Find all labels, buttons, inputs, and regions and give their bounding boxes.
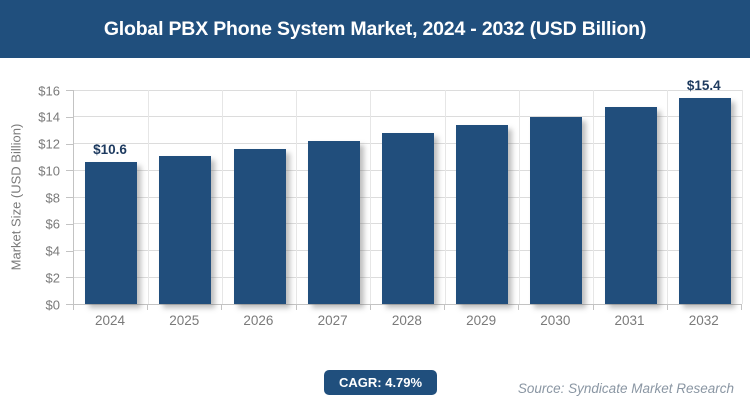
x-tick-label-2030: 2030 xyxy=(540,313,571,328)
bar-2025 xyxy=(159,155,212,304)
plot-area xyxy=(73,89,743,305)
y-tick-label: $6 xyxy=(45,216,60,232)
y-tick-mark xyxy=(66,90,73,91)
x-tick-label-2028: 2028 xyxy=(391,313,422,328)
vertical-gridline xyxy=(221,90,223,304)
bar-2027 xyxy=(307,140,360,304)
horizontal-gridline xyxy=(74,116,742,118)
vertical-gridline xyxy=(370,90,372,304)
vertical-gridline xyxy=(147,90,149,304)
x-tick-label-2027: 2027 xyxy=(317,313,348,328)
x-tick-mark xyxy=(666,305,668,310)
vertical-gridline xyxy=(667,90,669,304)
cagr-badge: CAGR: 4.79% xyxy=(324,370,438,395)
x-tick-mark xyxy=(444,305,446,310)
y-tick-label: $8 xyxy=(45,190,60,205)
x-tick-mark xyxy=(369,305,371,310)
y-tick-label: $2 xyxy=(45,270,60,286)
y-tick-mark xyxy=(66,304,73,305)
y-tick-label: $12 xyxy=(38,136,60,152)
y-tick-mark xyxy=(66,277,73,279)
y-tick-mark xyxy=(66,197,73,198)
bar-2024 xyxy=(85,162,138,304)
y-tick-label: $14 xyxy=(38,109,60,125)
bar-2029 xyxy=(456,124,509,304)
vertical-gridline xyxy=(593,90,595,304)
horizontal-gridline xyxy=(74,89,742,91)
bar-value-label-2024: $10.6 xyxy=(93,142,127,158)
bar-value-label-2032: $15.4 xyxy=(686,78,721,94)
bar-2026 xyxy=(233,148,286,304)
x-tick-label-2024: 2024 xyxy=(94,313,126,328)
chart-title-banner: Global PBX Phone System Market, 2024 - 2… xyxy=(0,0,750,58)
x-tick-mark xyxy=(741,305,742,310)
chart-title: Global PBX Phone System Market, 2024 - 2… xyxy=(103,17,647,40)
x-tick-label-2025: 2025 xyxy=(169,313,200,328)
x-tick-mark xyxy=(592,305,594,310)
vertical-gridline xyxy=(444,90,446,304)
vertical-gridline xyxy=(296,90,298,304)
bar-2028 xyxy=(382,132,434,304)
x-tick-mark xyxy=(518,305,520,310)
y-tick-label: $16 xyxy=(38,83,60,98)
x-tick-label-2026: 2026 xyxy=(243,313,274,328)
y-tick-label: $0 xyxy=(45,297,60,312)
x-tick-mark xyxy=(147,305,149,310)
y-tick-label: $10 xyxy=(38,163,60,179)
x-tick-mark xyxy=(221,305,223,310)
vertical-gridline xyxy=(518,90,520,304)
y-tick-mark xyxy=(66,170,73,172)
y-tick-label: $4 xyxy=(45,243,60,259)
bar-2032 xyxy=(678,98,731,304)
y-tick-mark xyxy=(66,143,73,145)
y-tick-mark xyxy=(66,223,73,225)
bar-2031 xyxy=(604,107,657,304)
x-tick-mark xyxy=(73,305,74,310)
bar-2030 xyxy=(530,116,583,304)
x-tick-label-2032: 2032 xyxy=(688,313,719,328)
y-tick-mark xyxy=(66,116,73,118)
source-note: Source: Syndicate Market Research xyxy=(517,381,734,396)
x-tick-label-2029: 2029 xyxy=(466,313,497,328)
x-tick-label-2031: 2031 xyxy=(614,313,645,328)
y-tick-mark xyxy=(66,250,73,252)
x-tick-mark xyxy=(295,305,297,310)
vertical-gridline xyxy=(741,90,743,304)
